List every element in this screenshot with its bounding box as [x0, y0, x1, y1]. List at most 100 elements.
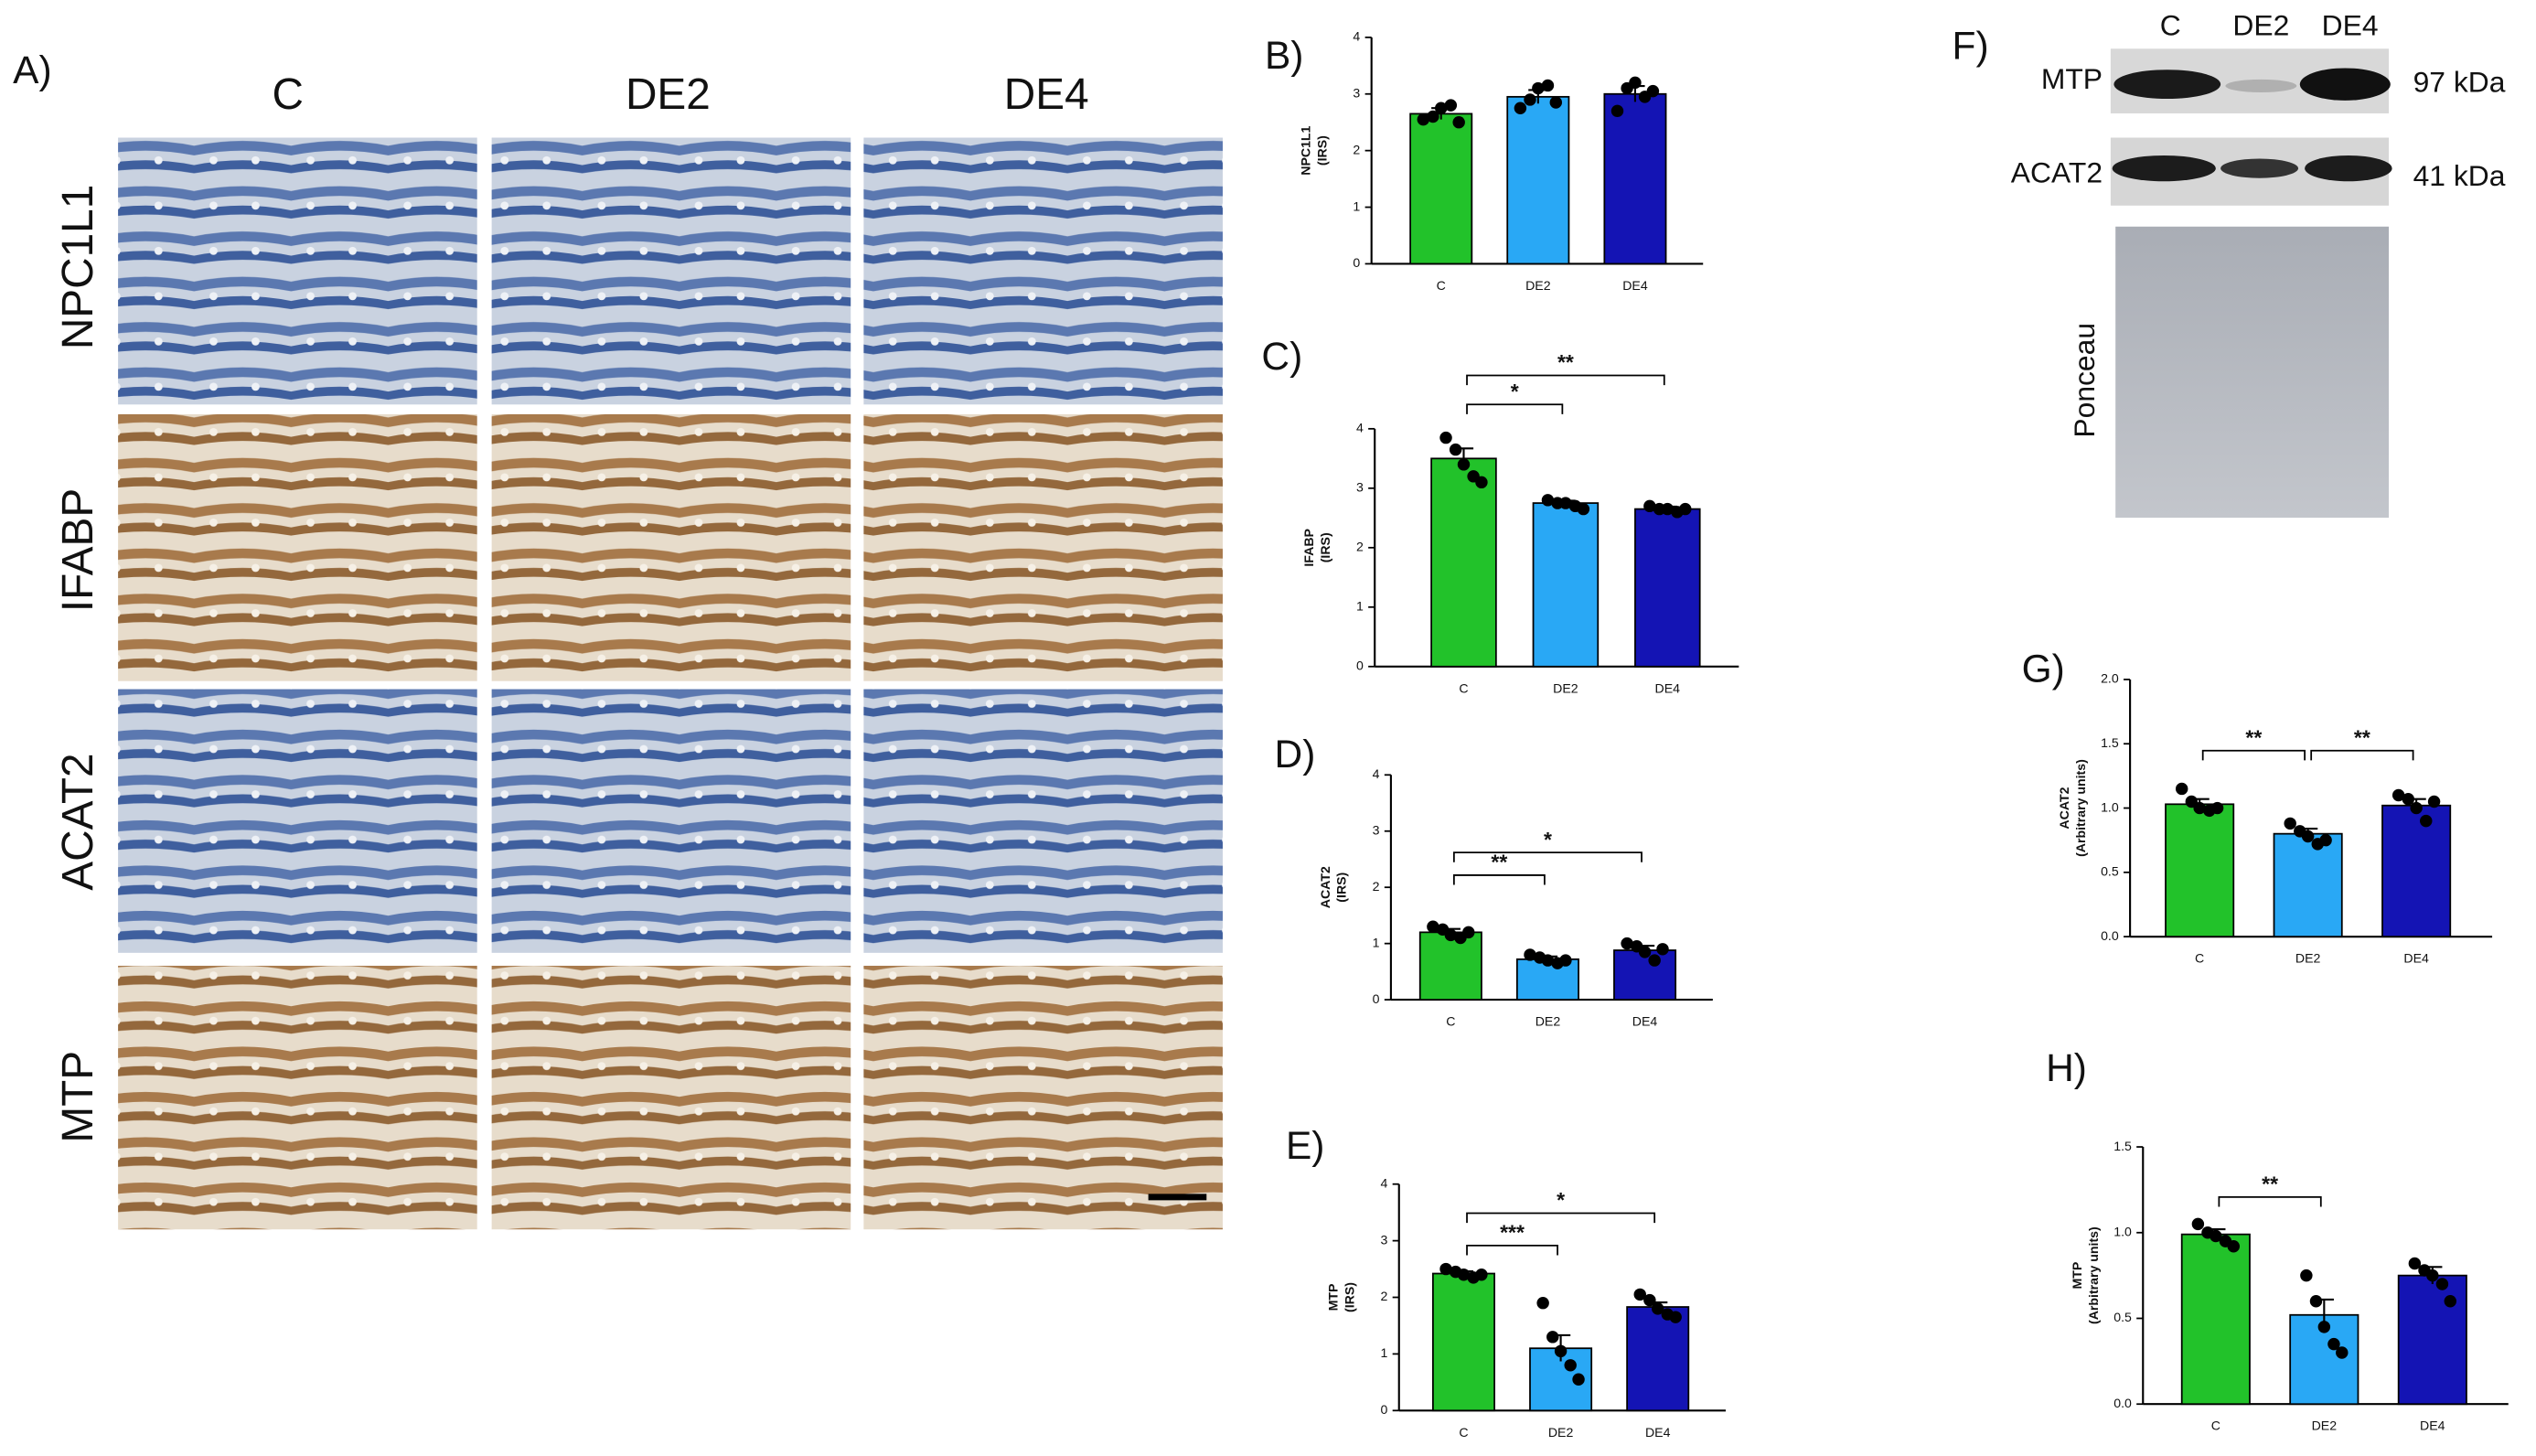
- y-tick-label: 3: [1373, 822, 1380, 837]
- significance-label: ***: [1500, 1221, 1525, 1245]
- data-point: [1648, 954, 1661, 967]
- data-point: [1536, 1296, 1549, 1310]
- y-tick-label: 0: [1381, 1402, 1388, 1417]
- x-tick-label: DE4: [1645, 1425, 1671, 1440]
- x-tick-label: DE2: [1548, 1425, 1574, 1440]
- data-point: [2301, 830, 2315, 843]
- data-point: [1656, 943, 1669, 956]
- micrograph: [863, 965, 1223, 1230]
- data-point: [1457, 1269, 1471, 1281]
- panel-label: G): [2022, 647, 2065, 690]
- x-tick-label: C: [2195, 951, 2204, 966]
- y-axis-label: ACAT2: [2057, 787, 2071, 829]
- data-point: [1541, 79, 1555, 92]
- data-point: [1524, 948, 1536, 961]
- data-point: [2392, 788, 2405, 802]
- y-tick-label: 1: [1373, 935, 1380, 949]
- data-point: [1610, 104, 1624, 118]
- data-point: [2426, 1269, 2439, 1282]
- micrograph: [863, 137, 1223, 405]
- micrograph: [118, 137, 477, 405]
- y-tick-label: 3: [1353, 85, 1360, 100]
- bar: [1532, 502, 1600, 668]
- x-tick-label: DE2: [2295, 951, 2321, 966]
- y-tick-label: 1: [1353, 198, 1360, 213]
- data-point: [1475, 476, 1488, 489]
- x-tick-label: DE4: [1632, 1014, 1658, 1029]
- data-point: [1541, 494, 1555, 507]
- significance-label: **: [1491, 851, 1507, 874]
- x-tick-label: DE2: [1536, 1014, 1561, 1029]
- row-label: NPC1L1: [54, 185, 102, 349]
- data-point: [1524, 93, 1536, 106]
- x-tick-label: DE2: [1525, 278, 1551, 293]
- data-point: [1629, 76, 1642, 90]
- x-tick-label: DE2: [2312, 1419, 2338, 1433]
- micrograph: [491, 137, 851, 405]
- data-point: [1439, 431, 1452, 444]
- y-tick-label: 4: [1356, 421, 1364, 435]
- bar: [2381, 804, 2452, 938]
- significance-bracket: [2201, 749, 2306, 761]
- y-tick-label: 1.0: [2113, 1225, 2132, 1239]
- band: [2225, 79, 2297, 92]
- x-tick-label: C: [1459, 1425, 1468, 1440]
- data-point: [1452, 115, 1465, 129]
- data-point: [1643, 499, 1656, 513]
- data-point: [2191, 1217, 2205, 1231]
- panel-label: F): [1953, 24, 1989, 67]
- bar: [2180, 1233, 2251, 1406]
- data-point: [1661, 502, 1675, 516]
- significance-bracket: [1452, 874, 1546, 885]
- data-point: [2317, 1321, 2331, 1333]
- y-axis-label: (IRS): [1318, 532, 1332, 562]
- x-tick-label: DE4: [1622, 278, 1648, 293]
- data-point: [2210, 1229, 2222, 1243]
- data-point: [1564, 1359, 1577, 1372]
- band: [2113, 70, 2221, 100]
- data-point: [1435, 102, 1448, 114]
- data-point: [1621, 937, 1633, 950]
- panel-label: D): [1275, 733, 1316, 776]
- data-point: [2284, 817, 2296, 830]
- x-tick-label: C: [1437, 278, 1446, 293]
- panel-label: A): [13, 48, 51, 91]
- x-tick-label: DE2: [1553, 680, 1578, 695]
- significance-label: *: [1544, 828, 1552, 851]
- data-point: [2410, 801, 2423, 815]
- data-point: [2444, 1295, 2456, 1308]
- micrograph: [491, 413, 851, 681]
- y-tick-label: 0.0: [2113, 1396, 2132, 1410]
- data-point: [1532, 81, 1545, 95]
- bar: [1634, 508, 1701, 668]
- band: [2220, 158, 2299, 178]
- data-point: [1559, 954, 1572, 967]
- micrograph: [863, 413, 1223, 681]
- micrograph: [118, 413, 477, 681]
- bar: [2397, 1274, 2467, 1406]
- y-axis-label: NPC1L1: [1299, 125, 1313, 175]
- y-tick-label: 4: [1353, 29, 1360, 44]
- y-tick-label: 1.5: [2113, 1139, 2132, 1153]
- data-point: [1449, 443, 1462, 456]
- bar: [2165, 803, 2235, 938]
- bar: [1418, 931, 1482, 1001]
- lane-label: C: [2160, 9, 2181, 42]
- data-point: [2420, 814, 2433, 828]
- y-axis-label: (IRS): [1342, 1282, 1356, 1312]
- data-point: [2327, 1337, 2340, 1351]
- panel-label: H): [2046, 1046, 2087, 1089]
- bar: [1603, 92, 1667, 265]
- y-axis-label: IFABP: [1301, 529, 1316, 567]
- y-tick-label: 2: [1356, 540, 1364, 554]
- data-point: [1554, 1344, 1568, 1358]
- y-axis-label: ACAT2: [1318, 866, 1332, 908]
- data-point: [2193, 801, 2206, 815]
- y-tick-label: 0.5: [2113, 1310, 2132, 1324]
- data-point: [1457, 458, 1471, 471]
- y-tick-label: 4: [1381, 1175, 1388, 1190]
- row-label: ACAT2: [54, 753, 102, 890]
- y-tick-label: 3: [1381, 1232, 1388, 1247]
